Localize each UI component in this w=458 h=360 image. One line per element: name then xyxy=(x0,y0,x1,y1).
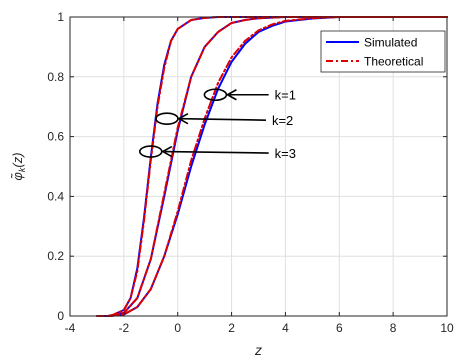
y-tick-label: 0.6 xyxy=(47,130,64,144)
y-axis-label-main: φ̃ xyxy=(10,172,25,181)
axes-box xyxy=(69,16,448,317)
series-line-theoretical-k1 xyxy=(95,16,448,317)
annotation-arrowhead xyxy=(177,112,189,125)
annotation-arrowhead xyxy=(161,145,173,158)
annotation-arrowhead xyxy=(225,89,237,101)
y-axis-label-subscript: k xyxy=(17,167,27,172)
x-tick-label: 10 xyxy=(440,321,454,335)
annotation-label: k=1 xyxy=(275,88,296,103)
x-tick-label: 0 xyxy=(174,321,181,335)
y-tick-label: 1 xyxy=(57,10,64,24)
y-tick-label: 0.8 xyxy=(47,70,64,84)
annotations: k=1 k=2 k=3 xyxy=(138,88,296,161)
y-axis-label: φ̃k(z) xyxy=(10,152,27,180)
legend: Simulated Theoretical xyxy=(320,30,446,73)
y-tick-label: 0.4 xyxy=(47,189,64,203)
x-tick-label: 2 xyxy=(228,321,235,335)
legend-label-simulated: Simulated xyxy=(364,36,417,50)
legend-box xyxy=(320,30,446,73)
y-axis-label-rest: (z) xyxy=(10,152,25,167)
x-tick-label: -2 xyxy=(119,321,130,335)
axis-ticks: -4 -2 0 2 4 6 8 10 0 0.2 0.4 0.6 0.8 1 xyxy=(47,10,454,335)
annotation-label: k=2 xyxy=(272,113,293,128)
y-tick-label: 0 xyxy=(57,309,64,323)
x-axis-label: z xyxy=(254,342,262,358)
legend-label-theoretical: Theoretical xyxy=(364,55,423,69)
annotation-arrow xyxy=(164,150,269,154)
annotation-arrow xyxy=(180,117,266,121)
y-tick-label: 0.2 xyxy=(47,249,64,263)
x-tick-label: 6 xyxy=(336,321,343,335)
x-tick-label: 4 xyxy=(282,321,289,335)
x-tick-label: -4 xyxy=(65,321,76,335)
x-tick-label: 8 xyxy=(390,321,397,335)
annotation-label: k=3 xyxy=(275,146,296,161)
